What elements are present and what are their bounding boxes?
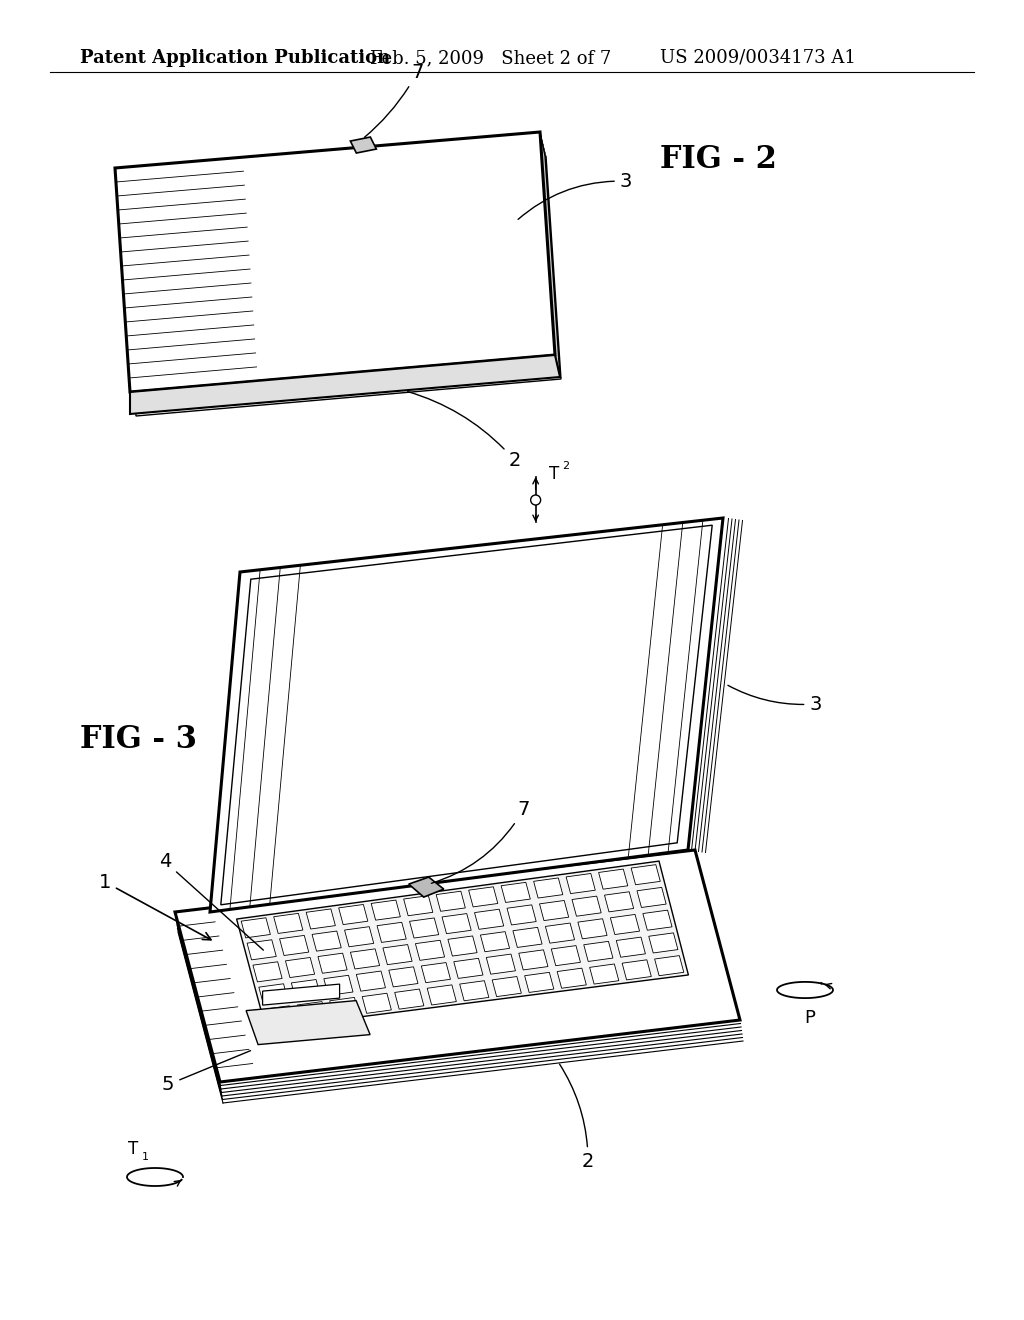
Text: 5: 5 (162, 1051, 251, 1094)
Circle shape (530, 495, 541, 506)
Text: US 2009/0034173 A1: US 2009/0034173 A1 (660, 49, 856, 67)
Polygon shape (403, 896, 433, 916)
Polygon shape (599, 869, 628, 890)
Polygon shape (121, 156, 561, 416)
Text: T: T (128, 1140, 138, 1158)
Polygon shape (297, 1002, 327, 1022)
Text: 7: 7 (365, 62, 424, 137)
Polygon shape (356, 972, 385, 991)
Polygon shape (649, 933, 678, 953)
Polygon shape (584, 941, 613, 961)
Polygon shape (371, 900, 400, 920)
Polygon shape (572, 896, 601, 916)
Polygon shape (312, 931, 341, 952)
Polygon shape (394, 989, 424, 1010)
Polygon shape (578, 919, 607, 939)
Polygon shape (286, 957, 314, 978)
Polygon shape (350, 137, 377, 153)
Polygon shape (377, 923, 407, 942)
Polygon shape (350, 949, 380, 969)
Text: 1: 1 (141, 1152, 148, 1162)
Polygon shape (115, 132, 555, 392)
Polygon shape (631, 865, 660, 884)
Polygon shape (421, 962, 451, 982)
Polygon shape (306, 909, 335, 929)
Polygon shape (551, 945, 581, 966)
Polygon shape (339, 904, 368, 924)
Polygon shape (534, 878, 563, 898)
Polygon shape (519, 950, 548, 970)
Polygon shape (246, 1001, 370, 1044)
Text: 1: 1 (98, 873, 211, 940)
Polygon shape (130, 355, 560, 414)
Polygon shape (259, 983, 288, 1005)
Text: Patent Application Publication: Patent Application Publication (80, 49, 390, 67)
Polygon shape (654, 956, 684, 975)
Polygon shape (623, 960, 651, 979)
Polygon shape (454, 958, 483, 978)
Polygon shape (330, 998, 358, 1018)
Polygon shape (501, 882, 530, 903)
Polygon shape (447, 936, 477, 956)
Polygon shape (362, 993, 391, 1014)
Text: 2: 2 (408, 392, 521, 470)
Polygon shape (469, 887, 498, 907)
Polygon shape (546, 923, 574, 942)
Text: 4: 4 (160, 853, 263, 950)
Polygon shape (616, 937, 645, 957)
Polygon shape (262, 985, 340, 1005)
Polygon shape (389, 966, 418, 987)
Polygon shape (175, 850, 740, 1082)
Polygon shape (409, 876, 443, 898)
Polygon shape (460, 981, 488, 1001)
Text: 3: 3 (518, 172, 632, 219)
Polygon shape (442, 913, 471, 933)
Polygon shape (540, 132, 560, 378)
Text: FIG - 2: FIG - 2 (660, 144, 777, 176)
Text: 3: 3 (728, 685, 821, 714)
Text: T: T (549, 465, 559, 483)
Polygon shape (566, 874, 595, 894)
Polygon shape (383, 945, 412, 965)
Polygon shape (637, 887, 667, 907)
Text: 7: 7 (431, 800, 530, 883)
Polygon shape (280, 936, 309, 956)
Polygon shape (474, 909, 504, 929)
Polygon shape (237, 861, 688, 1028)
Polygon shape (507, 904, 537, 925)
Polygon shape (540, 900, 568, 920)
Polygon shape (253, 962, 283, 982)
Polygon shape (221, 525, 713, 904)
Polygon shape (643, 909, 672, 931)
Polygon shape (410, 917, 438, 939)
Polygon shape (247, 940, 276, 960)
Polygon shape (317, 953, 347, 973)
Polygon shape (273, 913, 303, 933)
Polygon shape (604, 892, 634, 912)
Text: P: P (805, 1008, 815, 1027)
Polygon shape (493, 977, 521, 997)
Text: Feb. 5, 2009   Sheet 2 of 7: Feb. 5, 2009 Sheet 2 of 7 (370, 49, 611, 67)
Polygon shape (324, 975, 353, 995)
Polygon shape (210, 517, 723, 912)
Polygon shape (486, 954, 515, 974)
Polygon shape (265, 1006, 294, 1026)
Polygon shape (344, 927, 374, 946)
Polygon shape (242, 917, 270, 937)
Polygon shape (513, 928, 542, 948)
Text: FIG - 3: FIG - 3 (80, 725, 197, 755)
Text: 2: 2 (559, 1064, 594, 1171)
Text: 2: 2 (562, 461, 569, 471)
Polygon shape (590, 964, 618, 985)
Polygon shape (524, 973, 554, 993)
Polygon shape (557, 968, 587, 989)
Polygon shape (416, 940, 444, 961)
Polygon shape (427, 985, 457, 1005)
Polygon shape (610, 915, 640, 935)
Polygon shape (480, 932, 510, 952)
Polygon shape (436, 891, 465, 911)
Polygon shape (292, 979, 321, 999)
